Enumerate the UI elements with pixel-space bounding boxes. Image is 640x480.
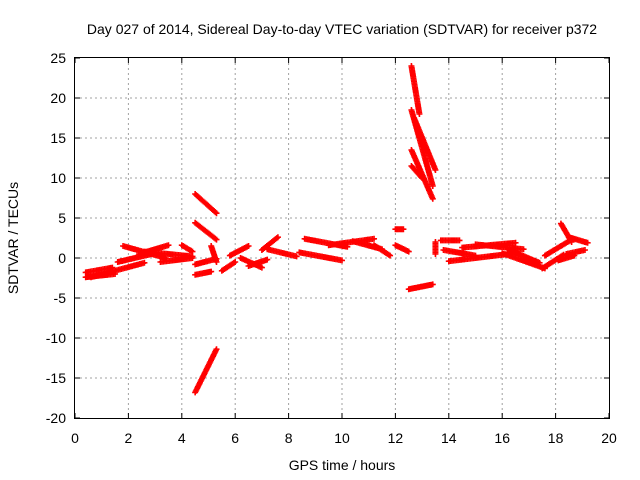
data-point-plus-marker: [520, 246, 527, 253]
data-point-plus-marker: [571, 252, 578, 259]
data-point-plus-marker: [429, 281, 436, 288]
data-point-plus-marker: [429, 195, 436, 202]
data-point-plus-marker: [512, 239, 519, 246]
grid-lines: [75, 58, 609, 418]
y-tick-label: 15: [50, 130, 66, 146]
data-point-plus-marker: [212, 209, 219, 216]
data-point-plus-marker: [189, 255, 196, 261]
data-point-plus-marker: [429, 183, 436, 189]
data-series-p372: [82, 63, 591, 396]
data-point-plus-marker: [536, 259, 543, 266]
x-tick-label: 10: [334, 430, 350, 446]
data-point-plus-marker: [584, 239, 591, 246]
x-tick-label: 16: [494, 430, 510, 446]
data-point-plus-marker: [371, 235, 378, 242]
data-point-plus-marker: [581, 247, 588, 253]
data-point-plus-marker: [213, 210, 220, 217]
y-tick-label: 5: [58, 210, 66, 226]
data-point-plus-marker: [141, 259, 148, 266]
x-tick-label: 14: [441, 430, 457, 446]
data-point-plus-marker: [213, 259, 220, 265]
axis-ticks: 0 2 4 6 8 10 12 14 16 18 20 25 20 15 10 5 0 -5 -10 -15 -20: [46, 50, 617, 446]
x-tick-label: 8: [285, 430, 293, 446]
data-point-plus-marker: [432, 251, 439, 257]
x-tick-label: 12: [388, 430, 404, 446]
data-point-plus-marker: [456, 237, 463, 244]
data-point-plus-marker: [264, 256, 271, 263]
data-point-plus-marker: [418, 173, 425, 180]
x-tick-label: 20: [601, 430, 617, 446]
data-point-plus-marker: [405, 248, 412, 255]
x-axis-label: GPS time / hours: [289, 457, 396, 473]
data-point-plus-marker: [419, 175, 426, 181]
y-tick-label: 20: [50, 90, 66, 106]
data-point-plus-marker: [189, 248, 196, 255]
data-point-plus-marker: [258, 264, 265, 271]
data-point-plus-marker: [432, 167, 439, 173]
y-tick-label: 25: [50, 50, 66, 66]
data-point-plus-marker: [208, 268, 215, 275]
data-point-plus-marker: [213, 236, 220, 243]
data-point-plus-marker: [165, 242, 172, 249]
plot-frame: [74, 57, 610, 419]
data-point-plus-marker: [400, 226, 407, 233]
x-tick-label: 0: [71, 430, 79, 446]
data-point-plus-marker: [416, 111, 423, 117]
y-tick-label: -20: [46, 410, 66, 426]
y-tick-label: 10: [50, 170, 66, 186]
data-point-plus-marker: [232, 259, 239, 265]
y-axis-label: SDTVAR / TECUs: [5, 182, 21, 294]
data-point-plus-marker: [274, 234, 281, 241]
data-point-plus-marker: [293, 253, 300, 260]
x-tick-label: 6: [231, 430, 239, 446]
x-tick-label: 4: [178, 430, 186, 446]
data-point-plus-marker: [387, 252, 394, 259]
data-point-plus-marker: [339, 257, 345, 264]
y-tick-label: -10: [46, 330, 66, 346]
y-tick-label: -5: [54, 290, 67, 306]
data-point-plus-marker: [213, 346, 220, 353]
x-tick-label: 18: [548, 430, 564, 446]
y-tick-label: 0: [58, 250, 66, 266]
y-tick-label: -15: [46, 370, 66, 386]
data-point-plus-marker: [245, 243, 252, 249]
chart-title: Day 027 of 2014, Sidereal Day-to-day VTE…: [87, 21, 597, 37]
x-tick-label: 2: [125, 430, 133, 446]
